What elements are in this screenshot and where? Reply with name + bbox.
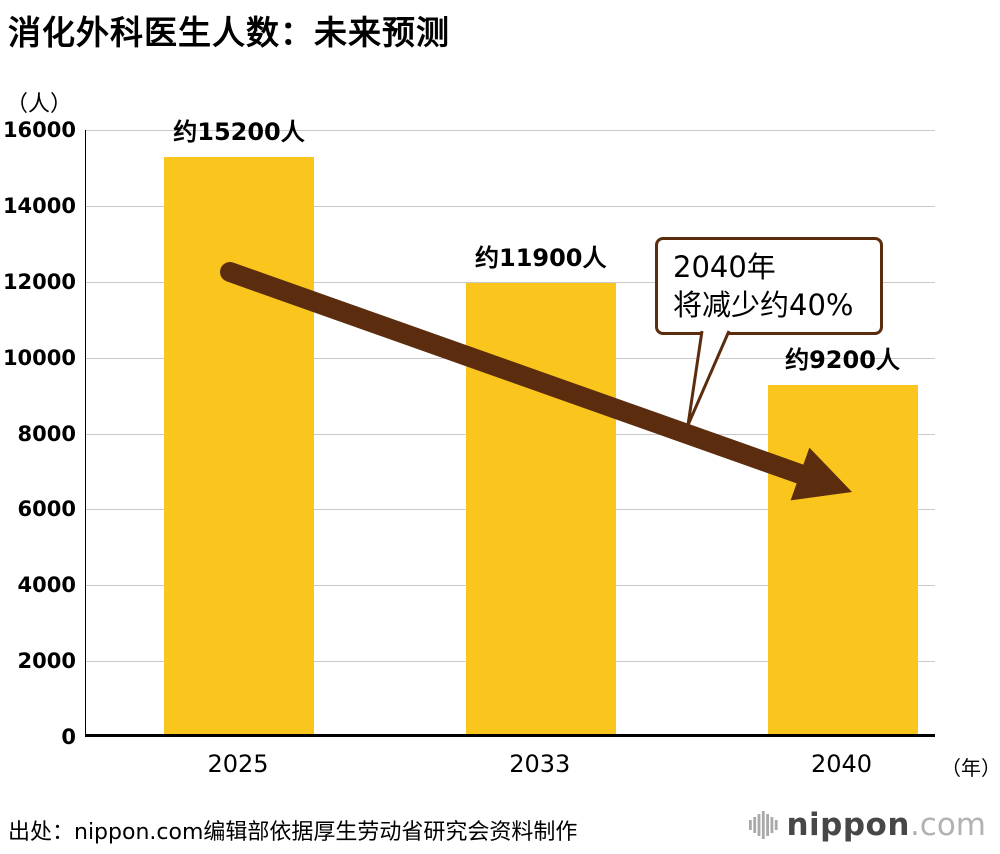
y-axis-unit-label: （人）	[6, 92, 73, 117]
bar-2025	[164, 157, 314, 734]
nippon-logo-icon	[749, 811, 779, 839]
bar-value-label: 约15200人	[173, 118, 305, 147]
y-tick-label: 4000	[17, 573, 76, 598]
source-credit: 出处：nippon.com编辑部依据厚生劳动省研究会资料制作	[8, 820, 578, 845]
gridline	[86, 205, 935, 207]
y-tick-label: 16000	[2, 118, 76, 142]
y-tick-label: 10000	[2, 345, 76, 370]
y-tick-label: 2000	[17, 649, 76, 674]
logo-wordmark: nippon	[786, 807, 910, 843]
y-tick-label: 0	[61, 725, 76, 749]
y-tick-label: 12000	[2, 269, 76, 294]
annotation-callout: 2040年 将减少约40%	[655, 237, 883, 335]
annotation-text-line2: 将减少约40%	[673, 288, 854, 322]
x-axis-unit-label: （年）	[941, 756, 1000, 780]
x-tick-label: 2033	[509, 750, 571, 778]
bar-value-label: 约11900人	[475, 243, 607, 272]
plot-area: 约15200人约11900人约9200人	[85, 118, 935, 737]
x-tick-label: 2025	[207, 750, 269, 778]
annotation-text-line1: 2040年	[673, 250, 776, 284]
bar-2033	[465, 282, 616, 734]
y-tick-label: 14000	[2, 193, 76, 218]
x-tick-label: 2040	[810, 750, 873, 778]
bar-value-label: 约9200人	[785, 345, 900, 374]
nippon-logo: nippon.com	[749, 806, 986, 844]
gridline	[86, 130, 935, 131]
logo-tld-text: .com	[909, 807, 986, 843]
y-tick-label: 8000	[17, 421, 76, 446]
chart-title: 消化外科医生人数：未来预测	[8, 13, 450, 52]
y-tick-label: 6000	[17, 497, 76, 522]
bar-2040	[767, 384, 918, 734]
